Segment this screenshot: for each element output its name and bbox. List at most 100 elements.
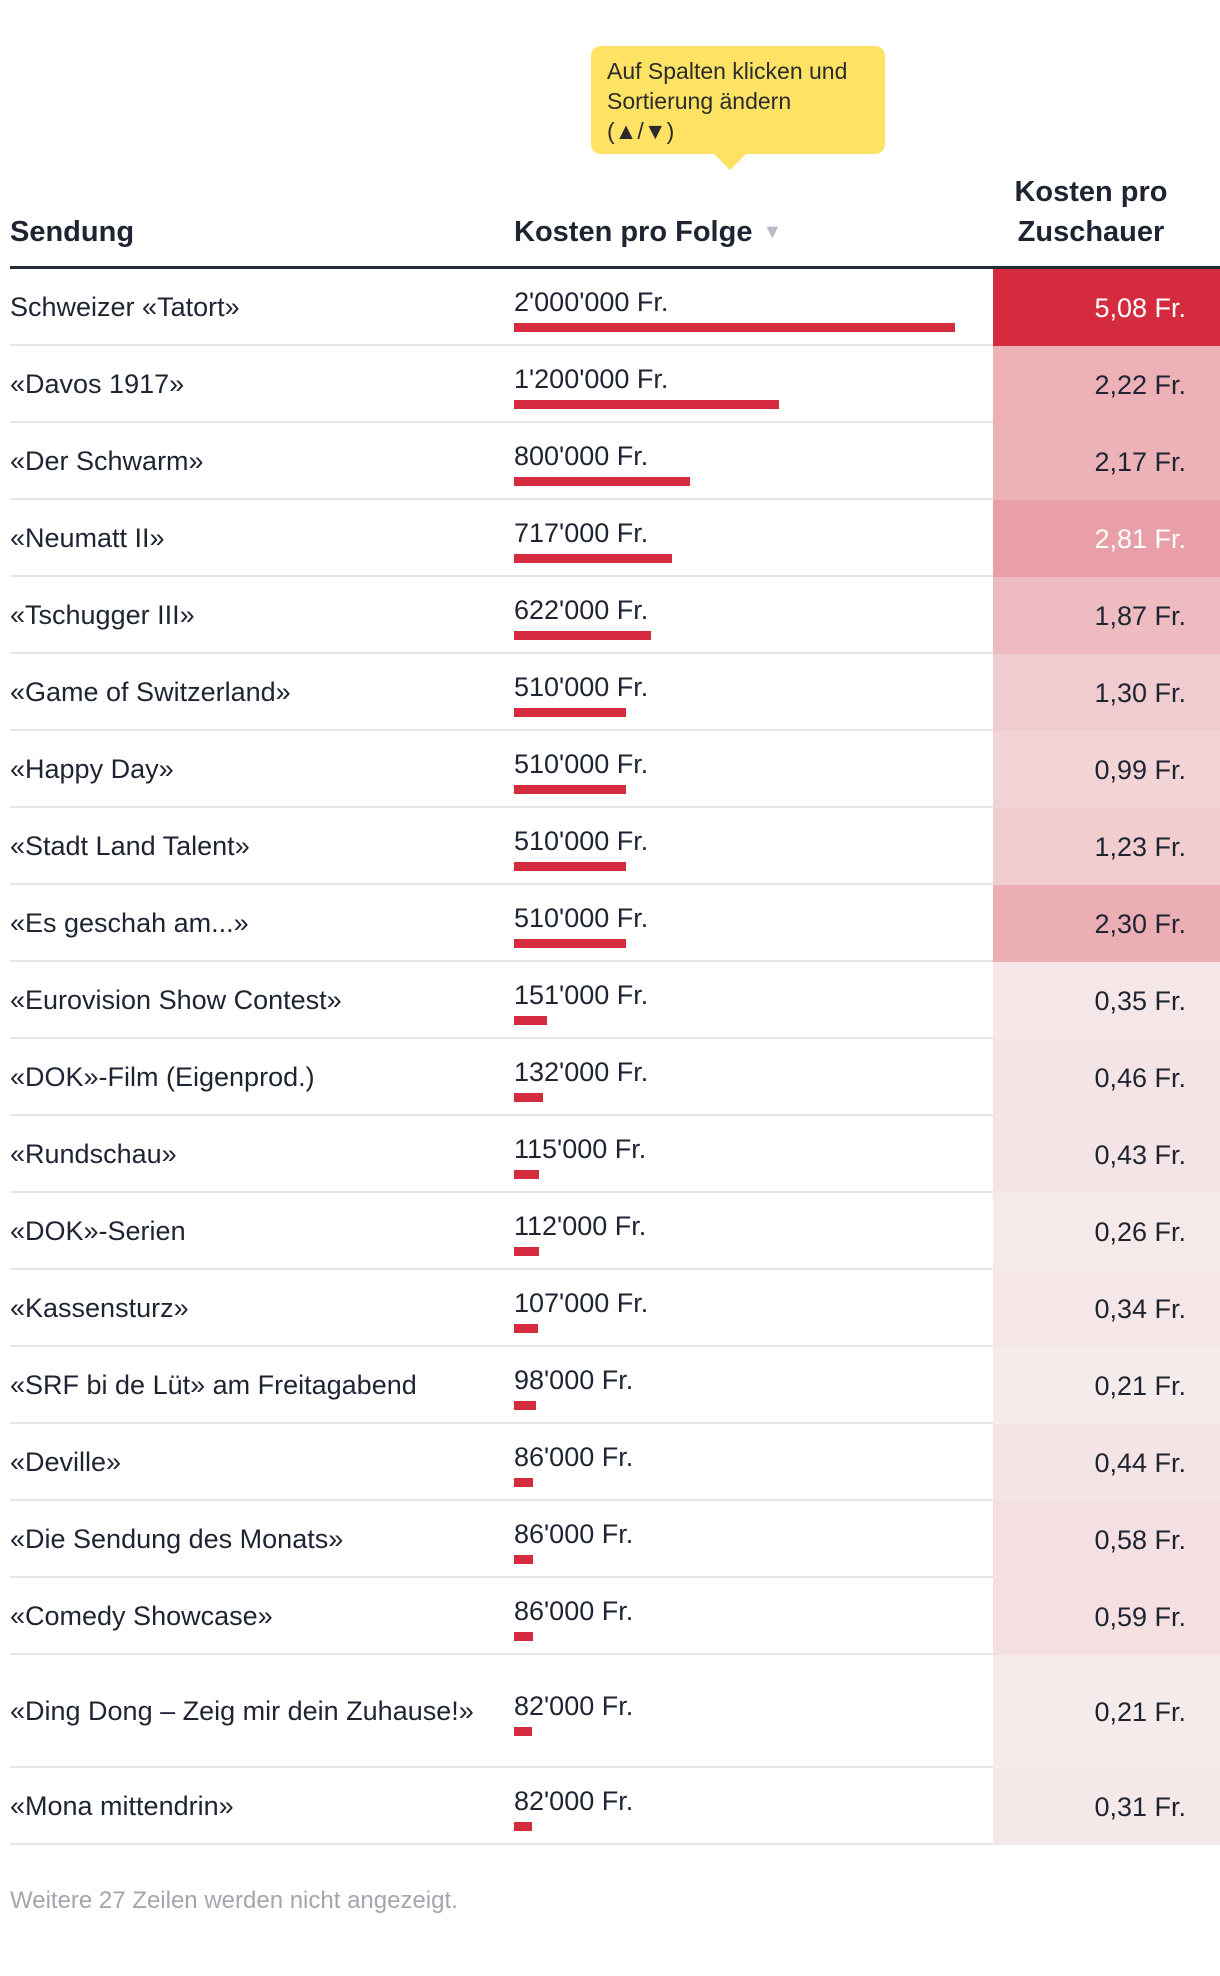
cost-bar (514, 785, 626, 794)
table-row: 1,30 Fr. «Game of Switzerland» 510'000 Fr. (10, 654, 1220, 731)
per-viewer-value: 0,44 Fr. (1094, 1447, 1186, 1478)
column-header-kosten-pro-folge[interactable]: Kosten pro Folge ▼ (514, 212, 782, 252)
header-divider (10, 266, 1220, 269)
cost-bar (514, 1401, 536, 1410)
sort-hint-tooltip: Auf Spalten klicken und Sortierung änder… (591, 46, 885, 170)
cost-bar (514, 323, 955, 332)
tooltip-line: Auf Spalten klicken und (607, 58, 848, 84)
column-header-label: Kosten pro Folge (514, 216, 753, 248)
table-row: 0,34 Fr. «Kassensturz» 107'000 Fr. (10, 1270, 1220, 1347)
table-row: 0,59 Fr. «Comedy Showcase» 86'000 Fr. (10, 1578, 1220, 1655)
per-viewer-heat-cell: 1,87 Fr. (993, 577, 1220, 654)
show-name: «SRF bi de Lüt» am Freitagabend (10, 1369, 417, 1400)
cost-bar (514, 1093, 543, 1102)
cost-bar (514, 1727, 532, 1736)
per-viewer-heat-cell: 1,30 Fr. (993, 654, 1220, 731)
per-viewer-heat-cell: 0,43 Fr. (993, 1116, 1220, 1193)
per-viewer-value: 0,99 Fr. (1094, 754, 1186, 785)
show-name: «DOK»-Serien (10, 1215, 186, 1246)
tooltip-line: (▲/▼) (607, 118, 675, 144)
per-viewer-value: 2,17 Fr. (1094, 446, 1186, 477)
per-viewer-value: 1,30 Fr. (1094, 677, 1186, 708)
cost-per-episode-value: 622'000 Fr. (514, 595, 649, 625)
table-row: 0,43 Fr. «Rundschau» 115'000 Fr. (10, 1116, 1220, 1193)
column-header-kosten-pro-zuschauer[interactable]: Kosten pro Zuschauer (996, 172, 1186, 252)
per-viewer-value: 0,21 Fr. (1094, 1370, 1186, 1401)
per-viewer-heat-cell: 0,34 Fr. (993, 1270, 1220, 1347)
table-row: 2,17 Fr. «Der Schwarm» 800'000 Fr. (10, 423, 1220, 500)
cost-per-episode-value: 86'000 Fr. (514, 1442, 634, 1472)
cost-per-episode-value: 510'000 Fr. (514, 903, 649, 933)
cost-per-episode-value: 2'000'000 Fr. (514, 287, 669, 317)
sort-descending-icon: ▼ (762, 221, 783, 243)
cost-per-episode-value: 151'000 Fr. (514, 980, 649, 1010)
per-viewer-value: 0,31 Fr. (1094, 1791, 1186, 1822)
column-header-label: Zuschauer (1017, 216, 1165, 248)
per-viewer-value: 0,59 Fr. (1094, 1601, 1186, 1632)
per-viewer-heat-cell: 2,30 Fr. (993, 885, 1220, 962)
per-viewer-heat-cell: 0,58 Fr. (993, 1501, 1220, 1578)
per-viewer-value: 0,34 Fr. (1094, 1293, 1186, 1324)
show-name: «Comedy Showcase» (10, 1600, 273, 1631)
show-name: «Stadt Land Talent» (10, 830, 250, 861)
cost-per-episode-value: 86'000 Fr. (514, 1596, 634, 1626)
cost-bar (514, 862, 626, 871)
table-row: 1,87 Fr. «Tschugger III» 622'000 Fr. (10, 577, 1220, 654)
show-name: «Mona mittendrin» (10, 1790, 234, 1821)
table-row: 0,99 Fr. «Happy Day» 510'000 Fr. (10, 731, 1220, 808)
cost-per-episode-value: 112'000 Fr. (514, 1211, 647, 1241)
cost-per-episode-value: 86'000 Fr. (514, 1519, 634, 1549)
hidden-rows-note: Weitere 27 Zeilen werden nicht angezeigt… (10, 1887, 458, 1914)
cost-per-episode-value: 82'000 Fr. (514, 1691, 634, 1721)
cost-bar (514, 1632, 533, 1641)
show-name: «Davos 1917» (10, 368, 185, 399)
table-row: 0,46 Fr. «DOK»-Film (Eigenprod.) 132'000 F… (10, 1039, 1220, 1116)
cost-per-episode-value: 717'000 Fr. (514, 518, 649, 548)
cost-per-episode-value: 510'000 Fr. (514, 672, 649, 702)
show-name: «Es geschah am...» (10, 907, 249, 938)
per-viewer-heat-cell: 0,59 Fr. (993, 1578, 1220, 1655)
cost-per-episode-value: 800'000 Fr. (514, 441, 649, 471)
table-row: 0,44 Fr. «Deville» 86'000 Fr. (10, 1424, 1220, 1501)
per-viewer-value: 1,87 Fr. (1094, 600, 1186, 631)
cost-per-episode-value: 107'000 Fr. (514, 1288, 649, 1318)
per-viewer-value: 0,35 Fr. (1094, 985, 1186, 1016)
cost-per-episode-value: 115'000 Fr. (514, 1134, 647, 1164)
per-viewer-heat-cell: 2,22 Fr. (993, 346, 1220, 423)
per-viewer-heat-cell: 0,99 Fr. (993, 731, 1220, 808)
table-row: 5,08 Fr. Schweizer «Tatort» 2'000'000 Fr. (10, 269, 1220, 346)
table-row: 2,22 Fr. «Davos 1917» 1'200'000 Fr. (10, 346, 1220, 423)
cost-bar (514, 939, 626, 948)
table-row: 2,81 Fr. «Neumatt II» 717'000 Fr. (10, 500, 1220, 577)
show-name: «Happy Day» (10, 753, 174, 784)
per-viewer-value: 2,81 Fr. (1094, 523, 1186, 554)
cost-bar (514, 1247, 539, 1256)
show-name: «Ding Dong – Zeig mir dein Zuhause!» (10, 1695, 474, 1726)
per-viewer-heat-cell: 5,08 Fr. (993, 269, 1220, 346)
show-name: «Eurovision Show Contest» (10, 984, 342, 1015)
cost-bar (514, 1170, 539, 1179)
cost-bar (514, 477, 690, 486)
per-viewer-value: 0,58 Fr. (1094, 1524, 1186, 1555)
per-viewer-heat-cell: 0,26 Fr. (993, 1193, 1220, 1270)
per-viewer-heat-cell: 0,31 Fr. (993, 1768, 1220, 1845)
per-viewer-value: 0,43 Fr. (1094, 1139, 1186, 1170)
per-viewer-value: 2,22 Fr. (1094, 369, 1186, 400)
column-header-label: Kosten pro (1014, 176, 1168, 208)
per-viewer-heat-cell: 1,23 Fr. (993, 808, 1220, 885)
column-header-sendung[interactable]: Sendung (10, 216, 135, 248)
cost-bar (514, 631, 651, 640)
show-name: «Neumatt II» (10, 522, 165, 553)
per-viewer-value: 0,46 Fr. (1094, 1062, 1186, 1093)
show-name: «DOK»-Film (Eigenprod.) (10, 1061, 315, 1092)
table-row: 0,21 Fr. «Ding Dong – Zeig mir dein Zuhau… (10, 1655, 1220, 1768)
show-name: «Deville» (10, 1446, 122, 1477)
show-name: «Kassensturz» (10, 1292, 189, 1323)
per-viewer-heat-cell: 2,81 Fr. (993, 500, 1220, 577)
table-row: 0,21 Fr. «SRF bi de Lüt» am Freitagabend 9… (10, 1347, 1220, 1424)
cost-per-episode-value: 132'000 Fr. (514, 1057, 649, 1087)
per-viewer-heat-cell: 0,44 Fr. (993, 1424, 1220, 1501)
table-row: 0,26 Fr. «DOK»-Serien 112'000 Fr. (10, 1193, 1220, 1270)
table-row: 0,31 Fr. «Mona mittendrin» 82'000 Fr. (10, 1768, 1220, 1845)
cost-bar (514, 1016, 547, 1025)
